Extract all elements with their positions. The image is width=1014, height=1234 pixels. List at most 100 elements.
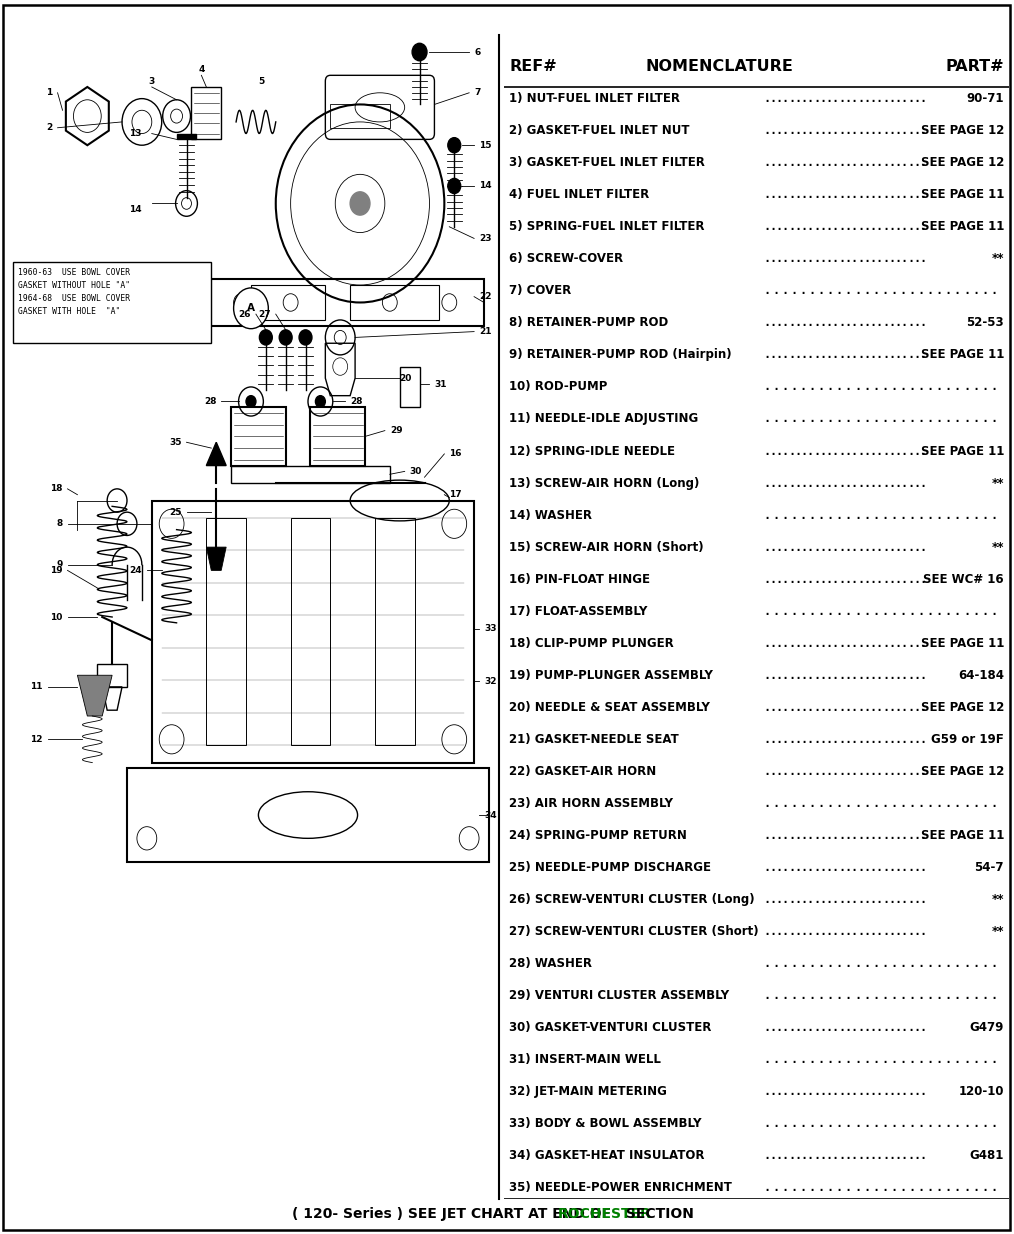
Text: .: . [826, 412, 834, 426]
Text: .: . [991, 797, 998, 810]
Text: .: . [807, 220, 814, 233]
Text: .: . [890, 508, 897, 522]
Text: .: . [899, 508, 907, 522]
Text: .: . [882, 573, 889, 586]
Text: .: . [876, 926, 883, 938]
Text: .: . [807, 733, 814, 745]
Text: .: . [813, 829, 820, 842]
Text: .: . [863, 1149, 870, 1162]
Text: .: . [807, 252, 814, 265]
Text: .: . [972, 412, 980, 426]
Text: 34: 34 [484, 811, 497, 819]
Text: .: . [863, 605, 870, 618]
Text: 17) FLOAT-ASSEMBLY: 17) FLOAT-ASSEMBLY [509, 605, 647, 618]
Text: SEE PAGE 11: SEE PAGE 11 [921, 444, 1004, 458]
Text: .: . [869, 540, 876, 554]
Text: 64-184: 64-184 [958, 669, 1004, 681]
Text: .: . [799, 958, 806, 970]
Text: .: . [872, 284, 879, 297]
Text: .: . [799, 284, 806, 297]
Text: .: . [869, 93, 876, 105]
Text: .: . [907, 893, 915, 906]
Text: .: . [888, 926, 895, 938]
Text: .: . [888, 93, 895, 105]
Text: .: . [851, 93, 858, 105]
Text: .: . [909, 284, 916, 297]
Text: 31: 31 [434, 380, 447, 389]
Text: .: . [945, 958, 952, 970]
Text: .: . [763, 189, 770, 201]
Text: .: . [863, 893, 870, 906]
Text: .: . [963, 990, 970, 1002]
Text: .: . [825, 861, 832, 874]
Text: 19: 19 [50, 566, 63, 575]
Text: .: . [839, 1149, 846, 1162]
Text: .: . [863, 573, 870, 586]
Text: .: . [920, 669, 927, 681]
Text: .: . [900, 540, 908, 554]
Text: .: . [876, 1021, 883, 1034]
Text: .: . [909, 508, 916, 522]
Text: .: . [772, 605, 779, 618]
Text: .: . [800, 316, 808, 329]
Text: .: . [813, 1149, 820, 1162]
Text: .: . [813, 1085, 820, 1098]
Text: .: . [763, 797, 770, 810]
Text: 13) SCREW-AIR HORN (Long): 13) SCREW-AIR HORN (Long) [509, 476, 700, 490]
Text: .: . [872, 508, 879, 522]
Text: .: . [863, 412, 870, 426]
Text: .: . [845, 765, 852, 777]
Text: .: . [920, 252, 927, 265]
Text: .: . [894, 316, 901, 329]
Text: .: . [800, 444, 808, 458]
Text: .: . [863, 669, 870, 681]
Text: .: . [890, 958, 897, 970]
Text: .: . [772, 990, 779, 1002]
Text: .: . [845, 797, 852, 810]
Text: 14: 14 [479, 181, 492, 190]
Text: .: . [770, 93, 777, 105]
Text: .: . [819, 861, 826, 874]
Text: .: . [845, 573, 852, 586]
Text: .: . [807, 701, 814, 713]
Text: .: . [813, 93, 820, 105]
Text: .: . [920, 1085, 927, 1098]
Text: .: . [800, 189, 808, 201]
Text: .: . [813, 765, 820, 777]
Text: .: . [794, 476, 801, 490]
Text: .: . [807, 926, 814, 938]
Text: .: . [869, 157, 876, 169]
Text: .: . [857, 252, 864, 265]
Text: SEE PAGE 11: SEE PAGE 11 [921, 220, 1004, 233]
Text: .: . [839, 1085, 846, 1098]
Text: .: . [799, 508, 806, 522]
Text: .: . [845, 1053, 852, 1066]
Text: .: . [909, 605, 916, 618]
Text: .: . [854, 605, 861, 618]
Text: .: . [894, 701, 901, 713]
Text: .: . [876, 829, 883, 842]
Text: 7) COVER: 7) COVER [509, 284, 571, 297]
Text: .: . [882, 252, 889, 265]
Text: .: . [845, 93, 852, 105]
Text: .: . [920, 189, 927, 201]
Text: .: . [920, 765, 927, 777]
Text: .: . [839, 189, 846, 201]
Text: .: . [825, 348, 832, 362]
Text: .: . [800, 540, 808, 554]
Text: .: . [920, 220, 927, 233]
Text: .: . [831, 540, 839, 554]
Circle shape [448, 179, 460, 194]
Text: SEE PAGE 11: SEE PAGE 11 [921, 829, 1004, 842]
Text: .: . [763, 926, 770, 938]
Text: .: . [825, 220, 832, 233]
Text: .: . [881, 797, 888, 810]
Text: .: . [945, 1053, 952, 1066]
Text: .: . [763, 93, 770, 105]
Text: 11: 11 [30, 682, 43, 691]
Text: .: . [899, 797, 907, 810]
Text: .: . [869, 476, 876, 490]
Text: .: . [839, 540, 846, 554]
Text: .: . [876, 733, 883, 745]
Text: .: . [763, 701, 770, 713]
